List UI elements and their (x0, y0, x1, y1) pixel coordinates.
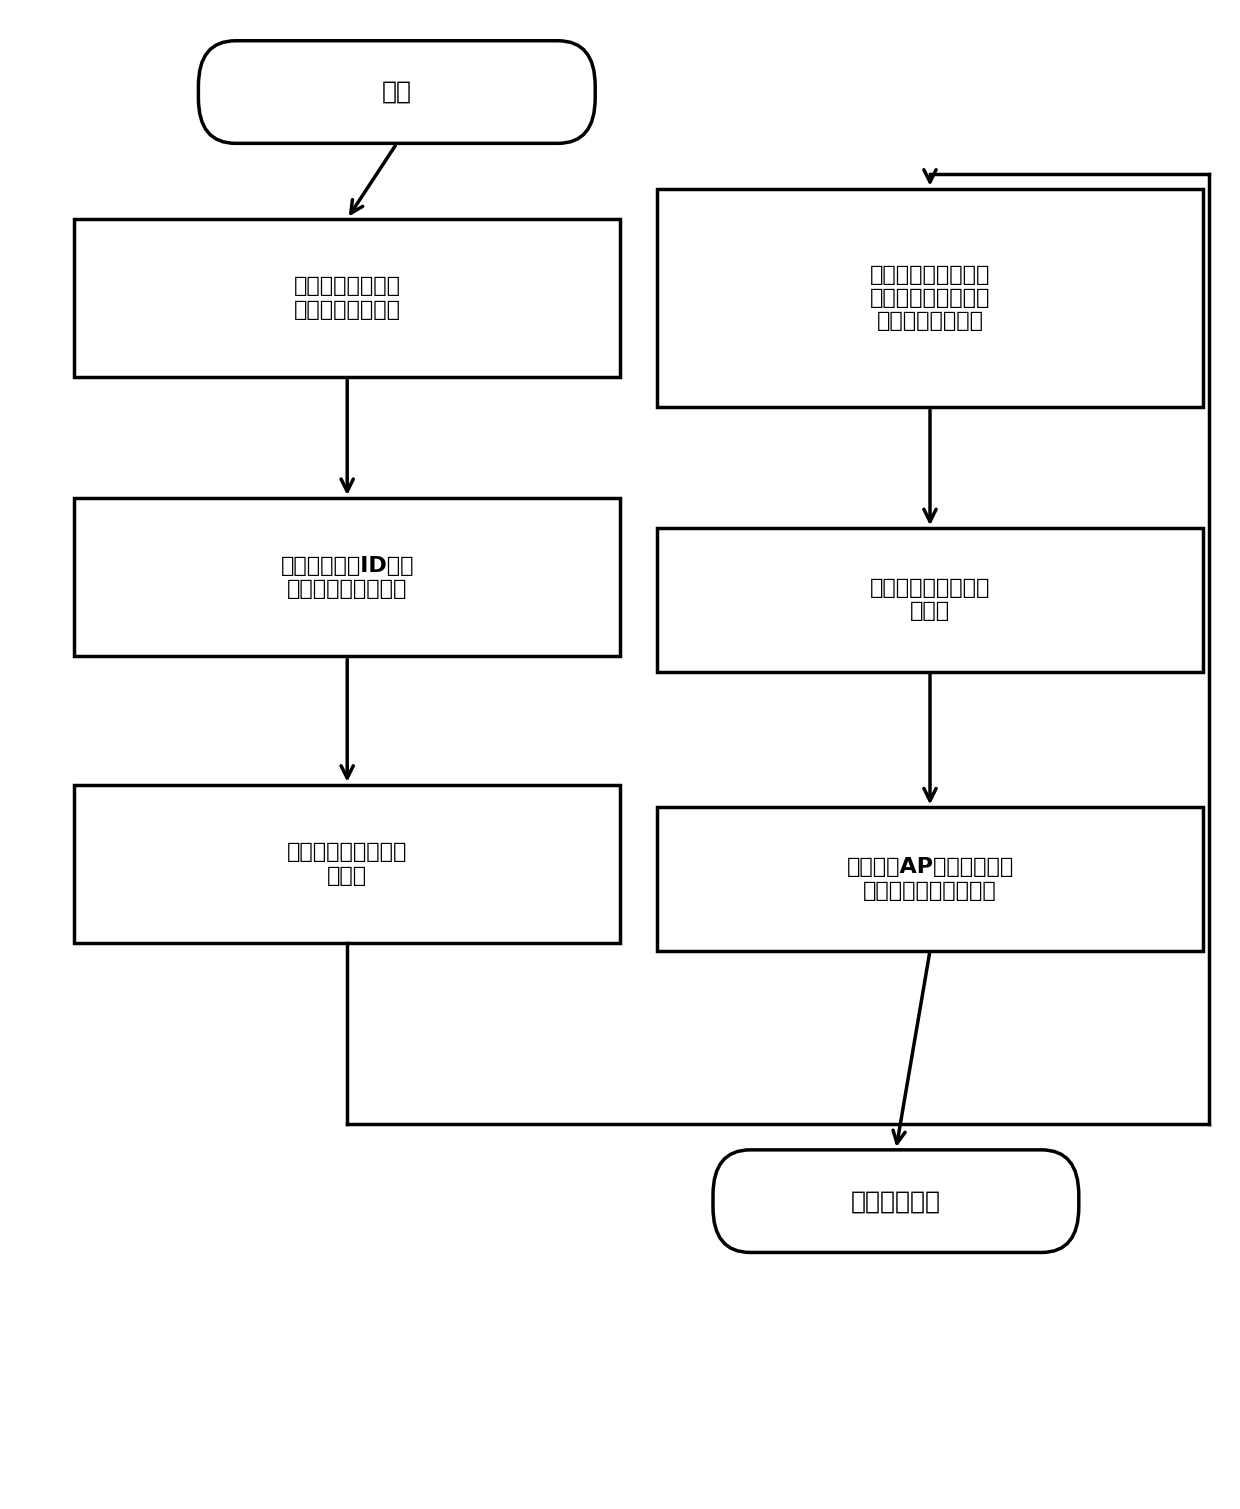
Text: 读取标记沟道ID的二
维码，发送小检指令: 读取标记沟道ID的二 维码，发送小检指令 (280, 555, 414, 599)
FancyBboxPatch shape (74, 219, 620, 377)
FancyBboxPatch shape (74, 498, 620, 656)
FancyBboxPatch shape (74, 785, 620, 943)
FancyBboxPatch shape (657, 189, 1203, 407)
FancyBboxPatch shape (657, 528, 1203, 672)
Text: 机器人撤出沟道并关
闭盖板: 机器人撤出沟道并关 闭盖板 (869, 578, 991, 622)
FancyBboxPatch shape (198, 41, 595, 143)
Text: 机器人按小检路径检
测内部设施状况并采
集固定传感器数据: 机器人按小检路径检 测内部设施状况并采 集固定传感器数据 (869, 264, 991, 332)
Text: 开启盖板、机器人进
入沟道: 开启盖板、机器人进 入沟道 (286, 842, 408, 886)
Text: 单次小检完毕: 单次小检完毕 (851, 1189, 941, 1213)
Text: 开始: 开始 (382, 80, 412, 104)
Text: 机器人按小检路径
到达沟道外预置位: 机器人按小检路径 到达沟道外预置位 (294, 276, 401, 320)
FancyBboxPatch shape (713, 1150, 1079, 1252)
Text: 通过无线AP将小检数据发
送给后台进行集中处理: 通过无线AP将小检数据发 送给后台进行集中处理 (847, 857, 1013, 901)
FancyBboxPatch shape (657, 807, 1203, 951)
